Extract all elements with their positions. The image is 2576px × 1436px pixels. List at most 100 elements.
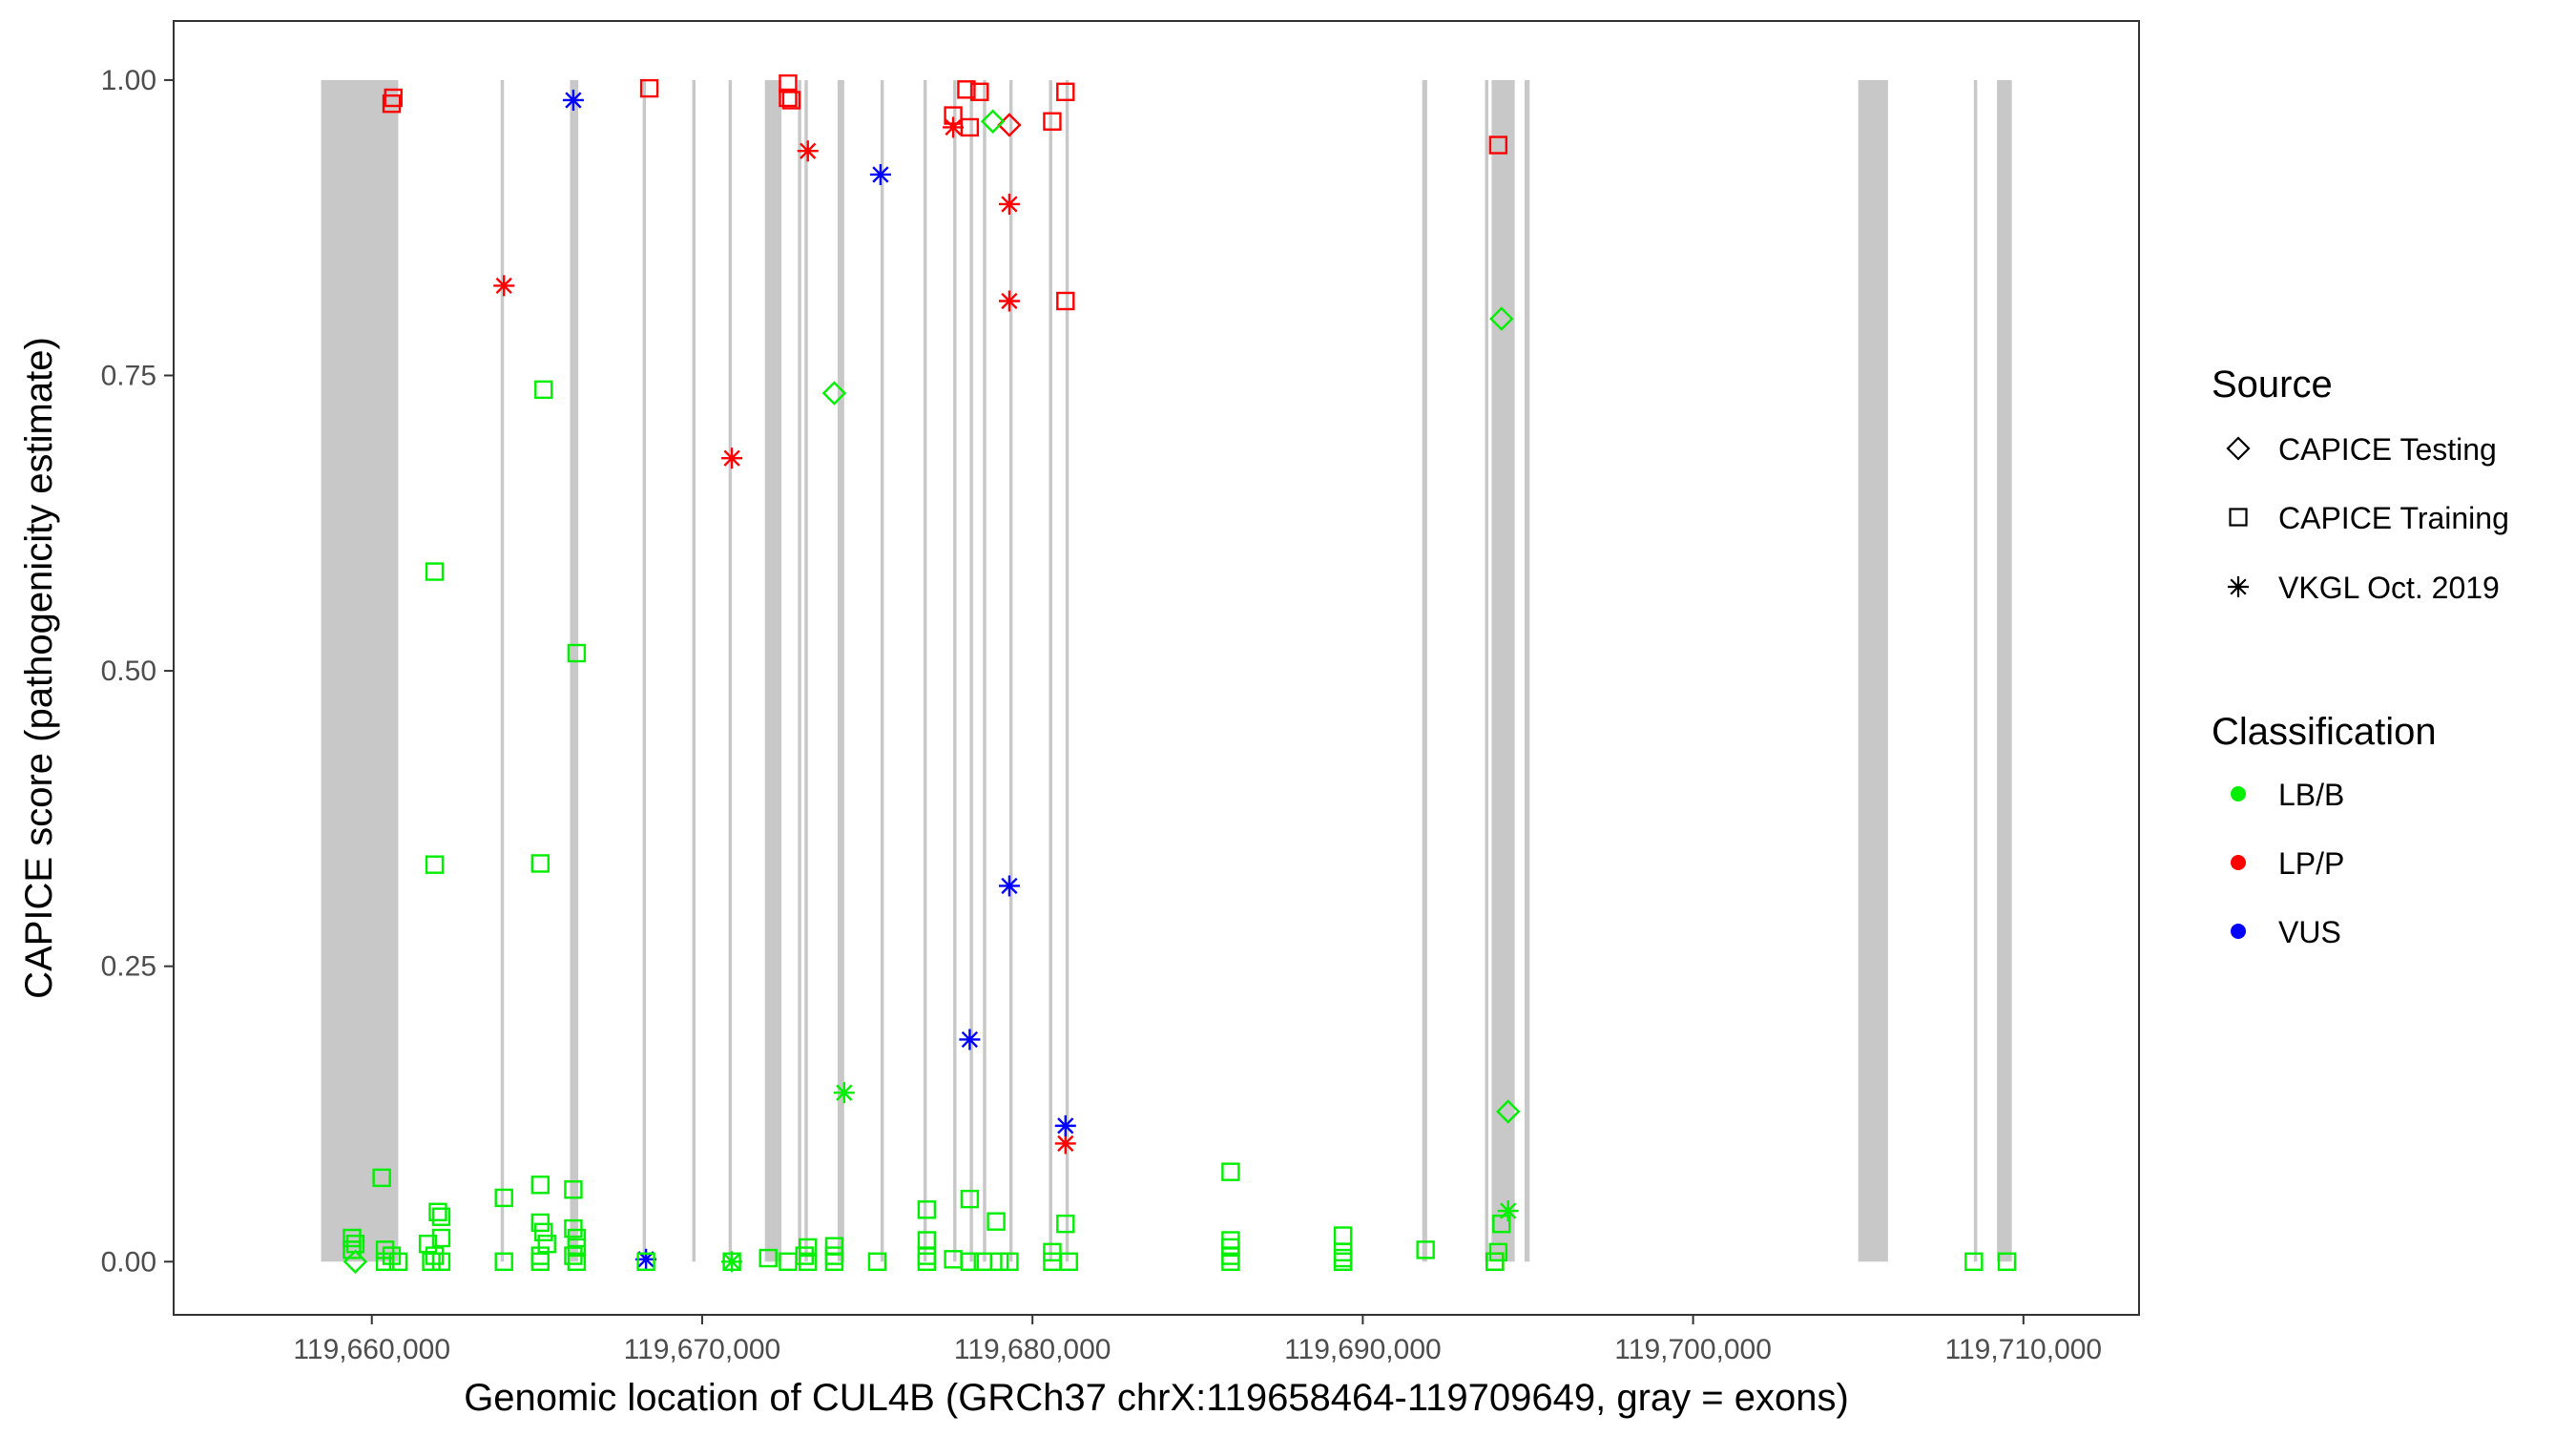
exon-band <box>1485 79 1488 1262</box>
exon-band <box>500 79 505 1262</box>
legend-key-dot <box>2231 786 2246 801</box>
point-asterisk-lpp <box>797 140 819 162</box>
point-asterisk-lpp <box>998 290 1020 312</box>
exon-bands <box>321 79 2012 1262</box>
point-square-lpp <box>781 91 801 110</box>
point-asterisk-lpp <box>493 275 515 297</box>
point-square-lbb <box>1333 1252 1353 1271</box>
point-square-lbb <box>1221 1162 1240 1181</box>
point-square-lbb <box>1043 1242 1062 1262</box>
y-axis: 0.00 0.25 0.50 0.75 1.00 <box>101 65 174 1278</box>
asterisk-stroke <box>495 277 512 295</box>
x-tick-label: 119,690,000 <box>1284 1334 1442 1365</box>
point-square-lbb <box>1492 1214 1511 1234</box>
point-asterisk-lpp <box>998 193 1020 215</box>
point-square-lbb <box>722 1252 741 1271</box>
y-tick-label: 1.00 <box>101 65 156 96</box>
exon-band <box>321 79 399 1262</box>
point-square-lbb <box>1221 1252 1240 1271</box>
point-square-lbb <box>1997 1252 2017 1271</box>
asterisk-stroke <box>800 142 817 159</box>
exon-band <box>728 79 733 1262</box>
point-square-lbb <box>867 1252 887 1271</box>
asterisk-stroke <box>723 449 740 467</box>
point-square-lpp <box>1043 112 1062 131</box>
point-asterisk-vus <box>1054 1114 1076 1136</box>
x-tick-label: 119,660,000 <box>293 1334 450 1365</box>
point-square-lbb <box>1964 1252 1984 1271</box>
point-asterisk-lpp <box>1054 1133 1076 1155</box>
asterisk-stroke <box>1001 877 1018 895</box>
point-square-lpp <box>639 78 659 98</box>
legend-source-label: CAPICE Training <box>2278 501 2509 535</box>
point-asterisk-vus <box>959 1029 981 1051</box>
legend-source-label: VKGL Oct. 2019 <box>2278 571 2500 605</box>
asterisk-stroke <box>961 1030 979 1049</box>
point-asterisk-lbb <box>833 1082 855 1104</box>
point-square-lpp <box>1488 135 1508 155</box>
point-square-lbb <box>494 1252 513 1271</box>
exon-band <box>1065 79 1070 1262</box>
x-tick-label: 119,680,000 <box>954 1334 1111 1365</box>
asterisk-stroke <box>872 166 889 183</box>
point-diamond-lbb <box>980 109 1006 134</box>
point-square-lbb <box>372 1168 391 1188</box>
exon-band <box>764 79 782 1262</box>
exon-band <box>1422 79 1427 1262</box>
point-square-lbb <box>530 1252 551 1271</box>
legend-key-asterisk <box>2228 576 2249 597</box>
point-square-lbb <box>917 1200 937 1219</box>
point-square-lbb <box>989 1252 1009 1271</box>
point-square-lbb <box>1056 1214 1075 1234</box>
point-square-lbb <box>917 1252 937 1271</box>
plot-panel-border <box>173 20 2140 1316</box>
point-diamond-lbb <box>821 381 847 406</box>
y-tick-label: 0.00 <box>101 1246 156 1278</box>
x-tick-label: 119,710,000 <box>1945 1334 2103 1365</box>
exon-band <box>642 79 647 1262</box>
exon-band <box>1997 79 2012 1262</box>
point-square-lbb <box>530 1176 551 1195</box>
legend-key-diamond <box>2226 436 2251 461</box>
exon-band <box>804 79 808 1262</box>
asterisk-stroke <box>1001 196 1018 213</box>
exon-band <box>1525 79 1530 1262</box>
point-square-lbb <box>779 1252 798 1271</box>
point-diamond-lbb <box>1489 306 1514 331</box>
point-square-lbb <box>564 1246 583 1265</box>
x-axis: 119,660,000 119,670,000 119,680,000 119,690… <box>293 1315 2102 1365</box>
point-square-lbb <box>422 1252 441 1271</box>
point-square-lbb <box>425 855 445 874</box>
exon-band <box>692 79 696 1262</box>
point-square-lbb <box>343 1228 362 1248</box>
asterisk-stroke <box>1001 292 1018 310</box>
exon-band <box>1008 79 1013 1262</box>
asterisk-stroke <box>1057 1117 1074 1134</box>
asterisk-stroke <box>945 118 962 136</box>
point-square-lbb <box>494 1188 513 1208</box>
y-tick-label: 0.25 <box>101 951 156 983</box>
point-square-lbb <box>431 1228 451 1248</box>
exon-band <box>837 79 844 1262</box>
point-asterisk-lpp <box>943 116 965 138</box>
point-asterisk-vus <box>562 89 584 111</box>
x-axis-title: Genomic location of CUL4B (GRCh37 chrX:1… <box>464 1377 1849 1419</box>
point-square-lbb <box>418 1234 438 1254</box>
point-square-lpp <box>970 82 989 102</box>
point-square-lbb <box>431 1252 451 1271</box>
point-square-lpp <box>382 94 402 114</box>
point-diamond-lbb <box>1496 1099 1521 1124</box>
point-square-lbb <box>425 1246 445 1265</box>
point-square-lbb <box>960 1189 980 1209</box>
point-square-lbb <box>567 643 587 663</box>
point-square-lbb <box>564 1180 583 1199</box>
asterisk-stroke <box>836 1084 853 1101</box>
point-square-lbb <box>534 380 553 400</box>
point-square-lbb <box>824 1252 844 1271</box>
exon-band <box>969 79 973 1262</box>
point-square-lbb <box>564 1218 583 1238</box>
point-square-lpp <box>1056 291 1075 311</box>
exon-band <box>798 79 801 1262</box>
exon-band <box>983 79 987 1262</box>
